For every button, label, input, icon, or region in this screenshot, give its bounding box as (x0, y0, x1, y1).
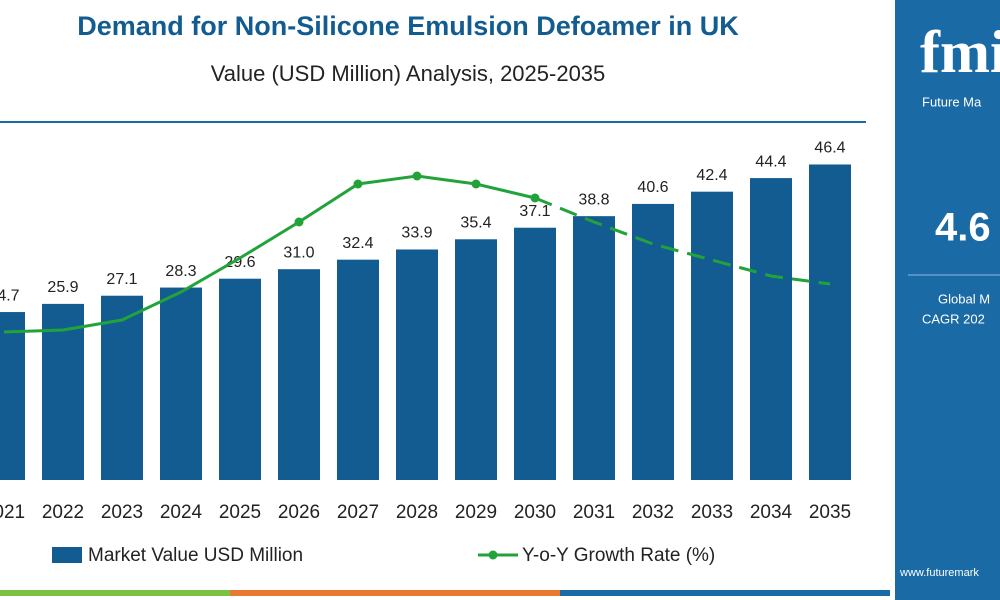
bar (809, 164, 851, 481)
bar (337, 259, 379, 480)
bar (750, 178, 792, 480)
data-label: 35.4 (460, 214, 491, 231)
x-tick-label: 2021 (0, 502, 25, 523)
bar (160, 287, 202, 480)
data-label: 28.3 (165, 263, 196, 280)
cagr-value: 4.6 (935, 206, 991, 250)
x-tick-label: 2032 (632, 502, 674, 523)
data-label: 42.4 (696, 167, 727, 184)
data-label: 33.9 (401, 225, 432, 242)
footer-bar (230, 590, 560, 596)
data-label: 27.1 (106, 271, 137, 288)
bar (42, 303, 84, 480)
x-tick-label: 2031 (573, 502, 615, 523)
x-tick-label: 2023 (101, 502, 143, 523)
data-label: 46.4 (814, 140, 845, 157)
growth-point (471, 179, 481, 189)
data-label: 29.6 (224, 254, 255, 271)
bar (691, 191, 733, 480)
growth-point (412, 171, 422, 181)
brand: Future Ma (922, 94, 982, 109)
chart-subtitle: Value (USD Million) Analysis, 2025-2035 (211, 61, 606, 86)
bar (514, 227, 556, 480)
data-label: 44.4 (755, 153, 786, 170)
data-label: 37.1 (519, 203, 550, 220)
x-tick-label: 2024 (160, 502, 203, 523)
x-tick-label: 2028 (396, 502, 438, 523)
growth-line (3, 174, 536, 334)
growth-point (353, 179, 363, 189)
bar (632, 203, 674, 481)
bar (396, 249, 438, 480)
footer-bar (560, 590, 890, 596)
panel-bg (895, 0, 1000, 600)
legend-label: Y-o-Y Growth Rate (%) (522, 545, 715, 566)
x-tick-label: 2022 (42, 502, 84, 523)
bar (0, 312, 25, 480)
legend-label: Market Value USD Million (88, 545, 303, 566)
panel-url: www.futuremark (899, 567, 979, 579)
x-tick-label: 2027 (337, 502, 379, 523)
footer-bar (0, 590, 230, 596)
growth-line (534, 196, 831, 286)
bar (101, 295, 143, 480)
data-label: 40.6 (637, 179, 668, 196)
bar (219, 278, 261, 480)
growth-point (294, 217, 304, 227)
data-label: 32.4 (342, 235, 373, 252)
legend-swatch (488, 550, 498, 560)
data-label: 31.0 (283, 244, 314, 261)
growth-point (530, 193, 540, 203)
logo: fmi (920, 19, 1000, 85)
bar (573, 216, 615, 480)
panel-caption: Global M (938, 291, 990, 306)
bar (455, 239, 497, 480)
data-label: 38.8 (578, 191, 609, 208)
x-tick-label: 2025 (219, 502, 261, 523)
bar (278, 269, 320, 480)
legend-swatch (52, 547, 82, 563)
data-label: 24.7 (0, 287, 20, 304)
x-tick-label: 2034 (750, 502, 793, 523)
chart-title: Demand for Non-Silicone Emulsion Defoame… (77, 11, 739, 41)
data-label: 25.9 (47, 279, 78, 296)
side-panel: fmi Future Ma 4.6 Global M CAGR 202 www.… (895, 0, 1000, 600)
x-tick-label: 2035 (809, 502, 851, 523)
x-tick-label: 2033 (691, 502, 733, 523)
x-tick-label: 2026 (278, 502, 320, 523)
x-tick-label: 2030 (514, 502, 556, 523)
x-tick-label: 2029 (455, 502, 497, 523)
panel-caption: CAGR 202 (922, 311, 985, 326)
